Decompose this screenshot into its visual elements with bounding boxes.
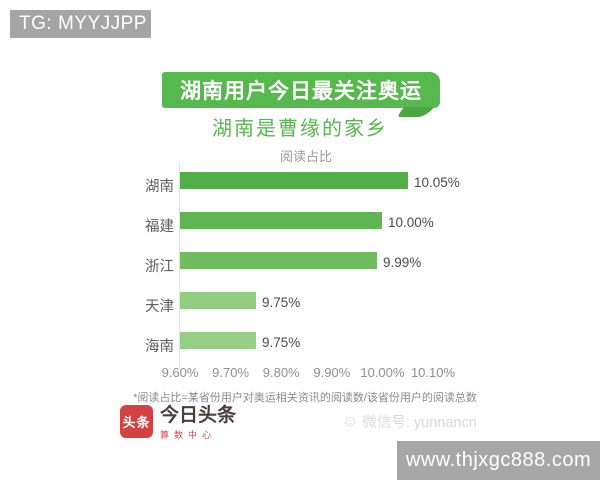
chart-bar — [180, 292, 256, 309]
site-url-banner: www.thjxgc888.com — [397, 441, 600, 480]
chart-bar — [180, 172, 408, 189]
category-label: 湖南 — [145, 179, 174, 195]
logo-department: 算数中心 — [160, 430, 217, 440]
x-tick-label: 9.90% — [313, 365, 351, 380]
logo-text-block: 今日头条 算数中心 — [160, 405, 236, 441]
x-axis-ticks: 9.60% 9.70% 9.80% 9.90% 10.00% 10.10% — [94, 365, 534, 381]
x-tick-label: 9.80% — [262, 365, 300, 380]
wechat-watermark-text: 微信号: yunnancn — [362, 415, 477, 431]
x-tick-label: 9.60% — [161, 365, 199, 380]
value-label: 10.00% — [388, 215, 434, 230]
category-label: 浙江 — [145, 259, 174, 275]
value-label: 9.75% — [262, 295, 301, 310]
chart-title-ribbon: 湖南用户今日最关注奥运 — [162, 72, 440, 117]
value-label: 9.75% — [262, 335, 301, 350]
bar-chart: 湖南 10.05% 福建 10.00% 浙江 9.99% 天津 9.75% 海南 9.75% — [94, 162, 534, 369]
chart-row: 海南 9.75% — [94, 324, 534, 364]
toutiao-logo-icon: 头条 — [120, 405, 153, 438]
chart-subtitle: 湖南是曹缘的家乡 — [212, 118, 388, 140]
chart-row: 福建 10.00% — [94, 204, 534, 244]
smiley-icon: ☺ — [342, 412, 359, 430]
toutiao-logo: 头条 今日头条 算数中心 — [120, 405, 236, 441]
chart-bar — [180, 212, 382, 229]
chart-row: 湖南 10.05% — [94, 164, 534, 204]
category-label: 天津 — [145, 299, 174, 315]
wechat-watermark: ☺ 微信号: yunnancn — [342, 411, 477, 432]
x-tick-label: 10.10% — [410, 365, 456, 380]
x-tick-label: 9.70% — [212, 365, 250, 380]
value-axis-title: 阅读占比 — [279, 149, 332, 164]
logo-name: 今日头条 — [160, 405, 237, 426]
chart-row: 天津 9.75% — [94, 284, 534, 324]
value-label: 9.99% — [383, 255, 422, 270]
chart-title: 湖南用户今日最关注奥运 — [180, 80, 422, 103]
category-label: 福建 — [145, 219, 174, 235]
x-tick-label: 10.00% — [360, 365, 405, 380]
chart-footnote: *阅读占比=某省份用户对奥运相关资讯的阅读数/该省份用户的阅读总数 — [133, 392, 477, 404]
chart-bar — [180, 332, 256, 349]
tg-overlay-banner: TG: MYYJJPP — [10, 10, 151, 38]
value-label: 10.05% — [414, 175, 460, 190]
category-label: 海南 — [145, 339, 174, 355]
chart-row: 浙江 9.99% — [94, 244, 534, 284]
y-axis-line — [179, 162, 180, 369]
chart-bar — [180, 252, 377, 269]
